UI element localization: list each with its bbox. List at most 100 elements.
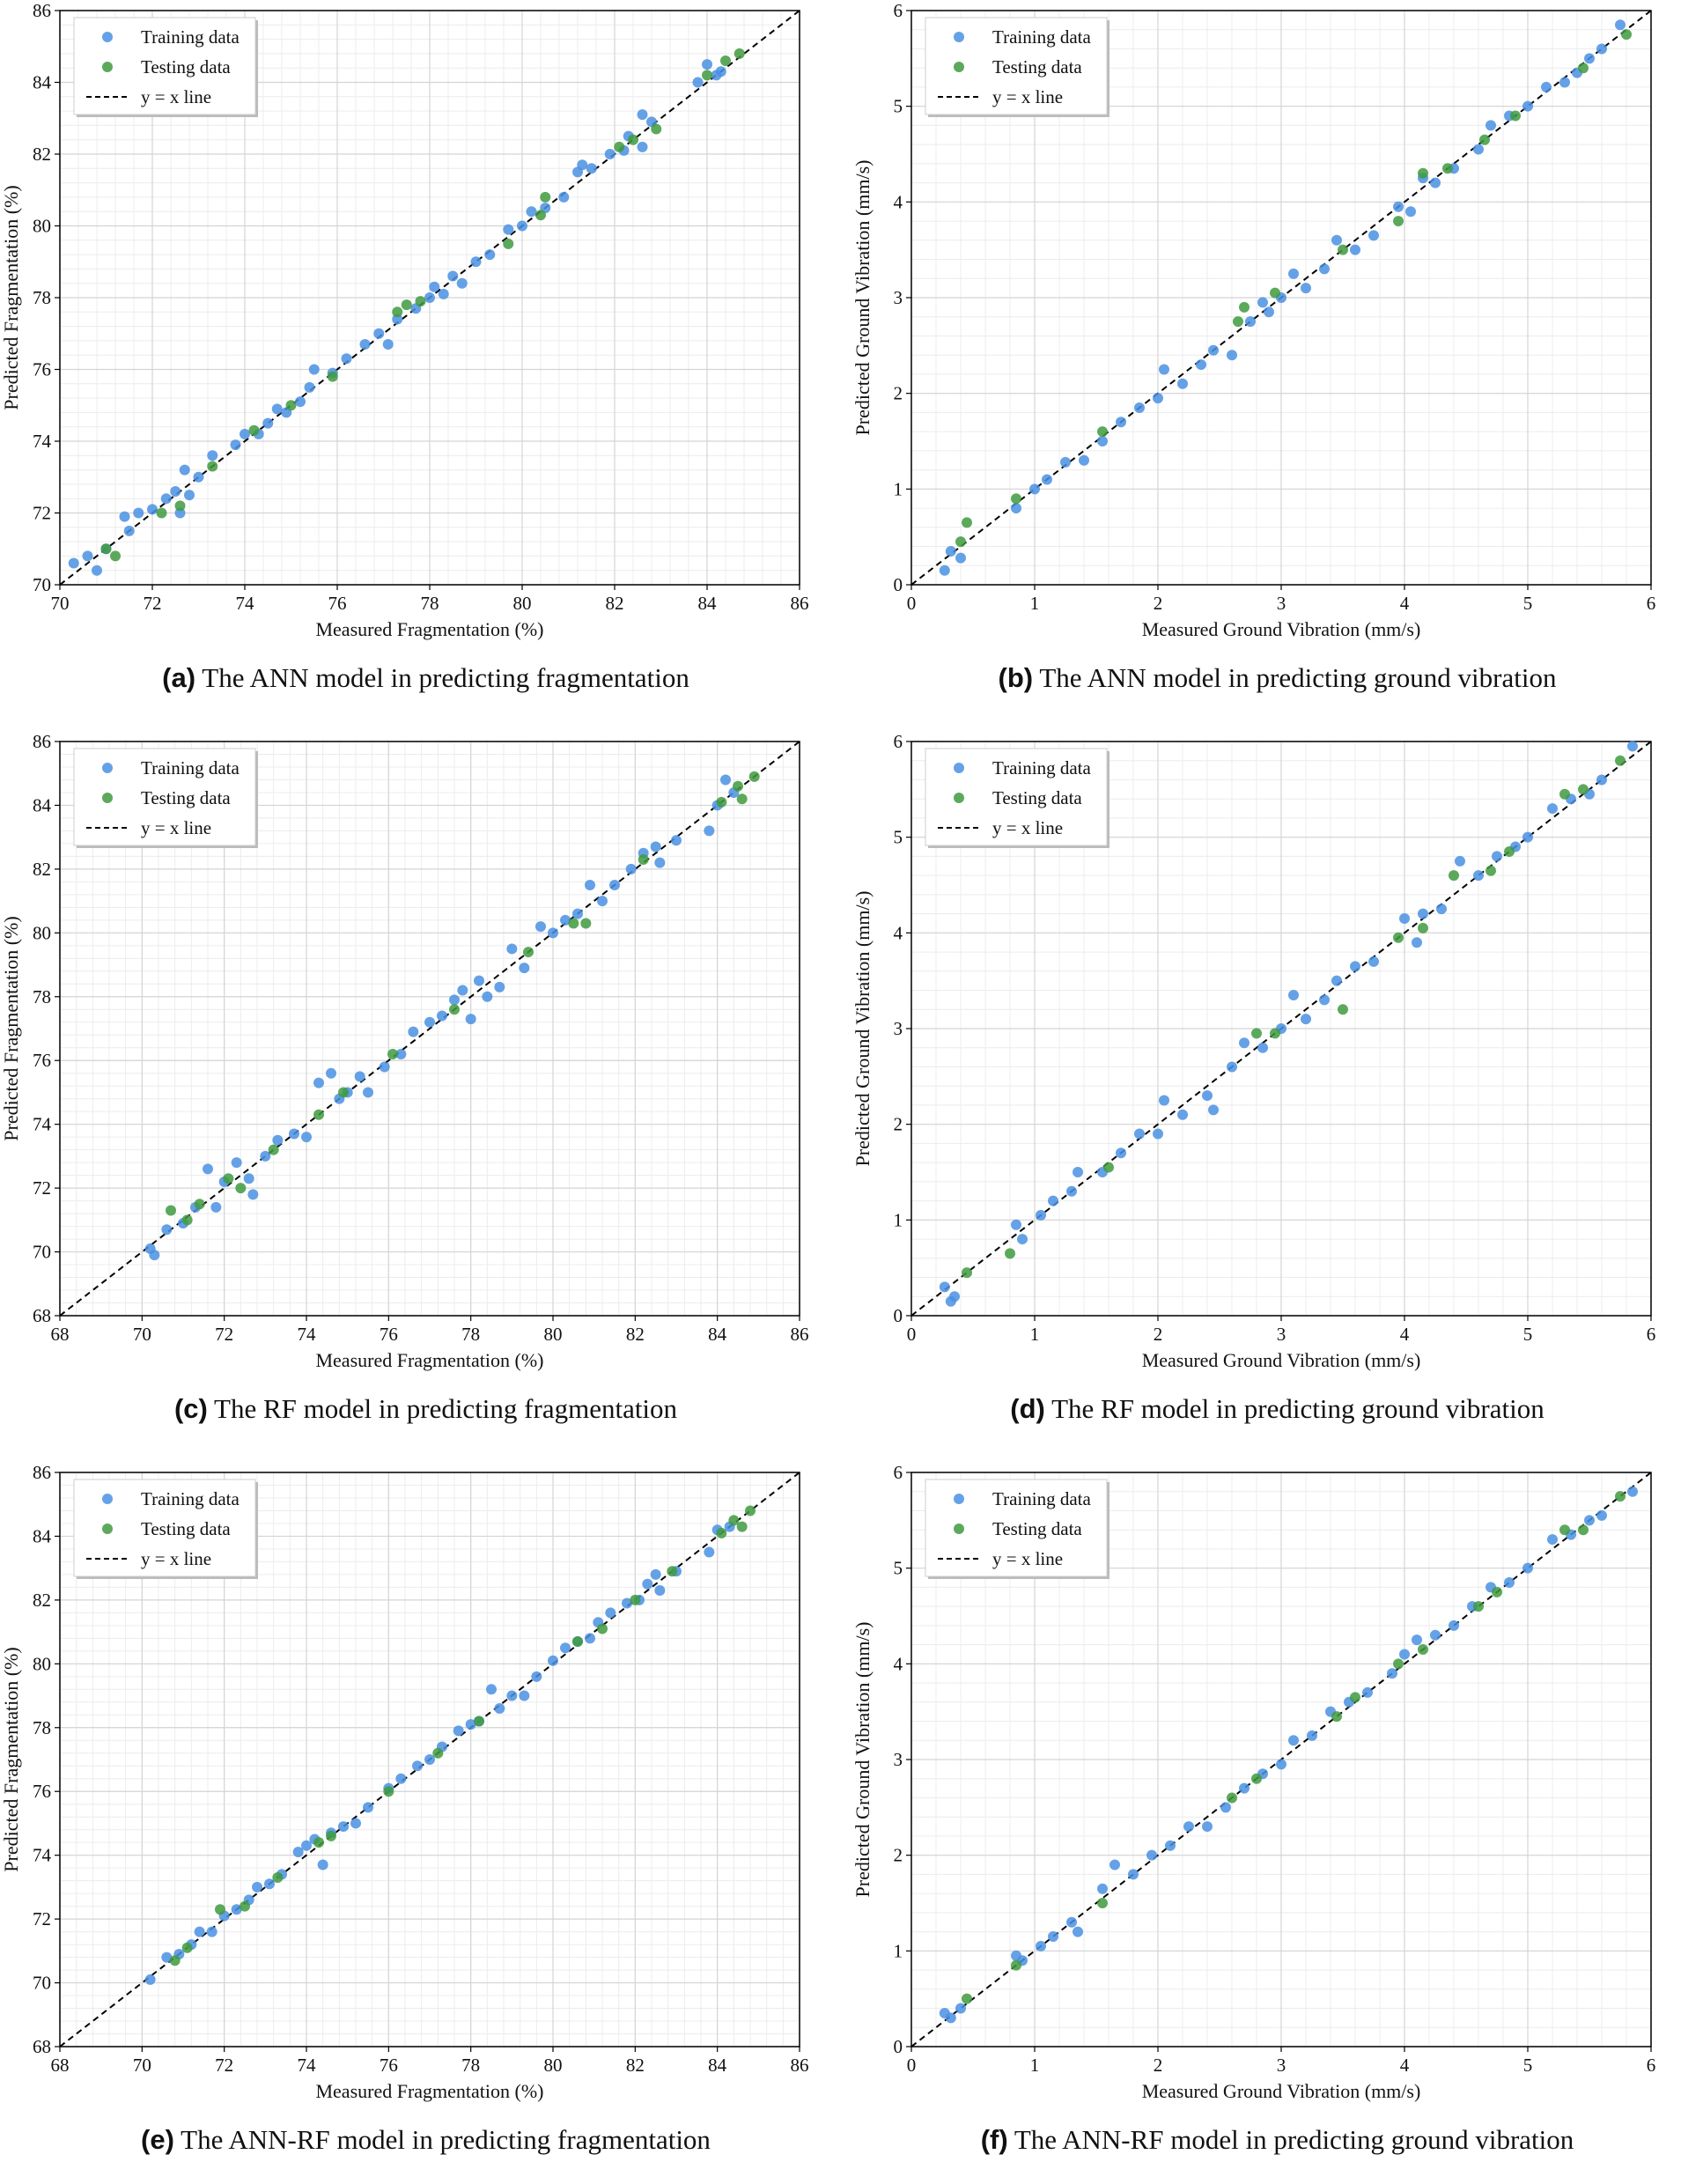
y-tick-label: 80 [33,922,51,943]
testing-point [1479,134,1490,145]
testing-point [1011,1959,1021,1971]
training-point [262,417,274,429]
x-axis-label: Measured Ground Vibration (mm/s) [1142,1349,1421,1371]
training-point [1202,1821,1213,1833]
testing-point [169,1955,181,1966]
training-point [1066,1185,1077,1197]
legend-line-label: y = x line [992,1548,1063,1569]
training-point [161,1952,173,1963]
figure-caption: (e) The ANN-RF model in predicting fragm… [0,2124,852,2156]
figure-caption: (c) The RF model in predicting fragmenta… [0,1393,852,1425]
testing-point [1578,1524,1589,1536]
x-tick-label: 4 [1400,1324,1410,1345]
legend-testing-swatch [102,62,113,72]
training-point [210,1201,222,1213]
testing-point [1331,1711,1342,1723]
y-tick-label: 5 [894,1558,903,1579]
training-point [247,1189,259,1200]
training-point [1159,1095,1169,1106]
training-point [1079,454,1089,466]
legend-training-swatch [954,763,964,773]
x-tick-label: 70 [133,1324,151,1345]
testing-point [1338,1004,1348,1015]
training-point [1227,350,1237,361]
testing-point [1473,1601,1484,1612]
legend: Training data Testing data y = x line [925,1479,1110,1579]
testing-point [240,1900,250,1912]
testing-series [166,771,760,1226]
training-point [317,1859,328,1870]
training-point [133,507,144,519]
training-point [1048,1195,1058,1206]
training-point [637,141,648,152]
training-point [605,1607,616,1619]
scatter-chart-e: 68 70 72 74 76 78 80 82 84 86 68 70 72 74 76 78 80 82 84 86… [0,1462,809,2102]
training-point [654,1585,666,1597]
training-point [1350,244,1360,255]
testing-point [166,1205,176,1216]
training-point [1596,43,1607,55]
x-tick-label: 86 [791,593,809,614]
training-point [437,1010,447,1022]
x-tick-label: 2 [1154,593,1163,614]
training-point [503,224,514,235]
x-tick-label: 1 [1030,1324,1040,1345]
training-point [1017,1234,1028,1245]
training-point [692,77,704,88]
x-tick-label: 70 [51,593,70,614]
testing-point [181,1214,193,1226]
y-tick-label: 76 [33,1050,51,1071]
x-axis-label: Measured Fragmentation (%) [315,1349,543,1371]
training-point [1547,1534,1558,1546]
training-point [519,1690,530,1701]
training-point [313,1077,324,1088]
training-point [230,439,241,451]
y-tick-label: 82 [33,144,51,165]
chart-panel-e: 68 70 72 74 76 78 80 82 84 86 68 70 72 74 76 78 80 82 84 86… [0,1462,852,2175]
training-point [1584,53,1595,64]
x-tick-label: 84 [708,1324,727,1345]
training-point [558,191,570,203]
training-point [1522,1562,1533,1574]
testing-point [181,1942,193,1953]
y-tick-label: 82 [33,859,51,880]
y-axis-label: Predicted Fragmentation (%) [0,185,22,410]
training-point [379,1061,390,1073]
y-tick-label: 72 [33,1908,51,1929]
legend: Training data Testing data y = x line [925,748,1110,848]
y-tick-label: 76 [33,1781,51,1802]
training-point [395,1048,407,1059]
training-point [338,1821,349,1833]
training-point [1405,206,1416,218]
testing-point [1227,1792,1237,1804]
training-point [194,1926,205,1937]
training-point [955,2003,966,2014]
training-point [526,206,537,218]
training-point [1627,1486,1638,1497]
testing-point [1270,1028,1280,1039]
training-point [506,1690,518,1701]
training-point [92,564,102,576]
training-point [1239,1037,1250,1049]
figure-caption: (a) The ANN model in predicting fragment… [0,662,852,694]
training-point [506,943,518,955]
training-point [429,281,440,292]
training-point [1301,1014,1311,1025]
training-point [1504,1576,1515,1588]
chart-panel-d: 0 1 2 3 4 5 6 0 1 2 3 4 5 6 Measured Ground Vibration … [852,731,1703,1444]
training-point [1177,378,1188,389]
y-tick-label: 5 [894,827,903,848]
legend-line-label: y = x line [141,1548,211,1569]
training-point [231,1904,242,1915]
training-point [1257,1042,1268,1053]
testing-point [432,1747,444,1759]
testing-point [745,1505,756,1516]
x-tick-label: 70 [133,2055,151,2076]
legend-testing-swatch [954,793,964,803]
testing-point [523,947,534,958]
training-point [1153,393,1163,404]
training-point [625,863,637,874]
training-point [271,403,283,415]
legend-training-swatch [954,32,964,42]
testing-point [100,543,112,555]
